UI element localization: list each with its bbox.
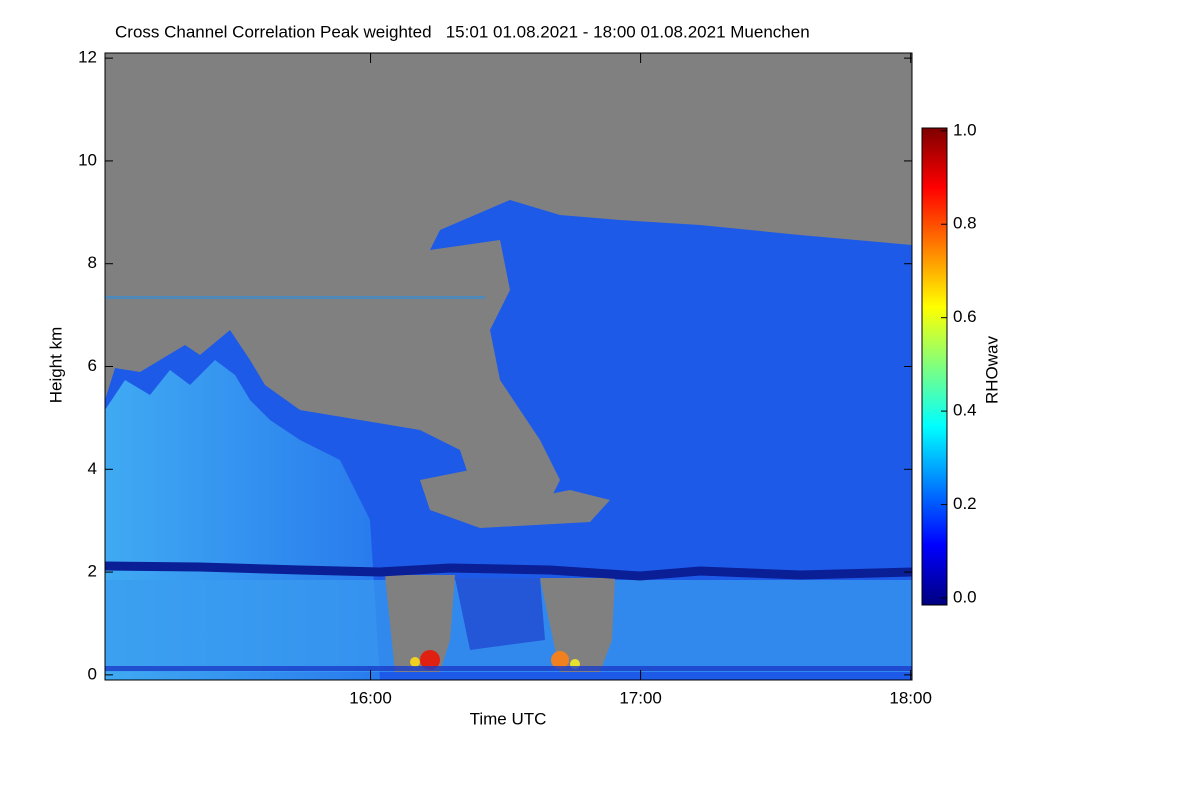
x-tick-label: 17:00 [619, 688, 662, 707]
y-tick-label: 12 [78, 48, 97, 67]
x-tick-label: 16:00 [349, 688, 392, 707]
dark-layer [105, 561, 912, 581]
hot-spot [410, 657, 420, 667]
chart-title: Cross Channel Correlation Peak weighted … [115, 22, 810, 41]
y-tick-label: 10 [78, 150, 97, 169]
colorbar-tick-label: 1.0 [953, 120, 977, 139]
no-signal-gap [540, 578, 615, 672]
hot-spot [420, 650, 440, 670]
x-tick-label: 18:00 [889, 688, 932, 707]
y-tick-label: 0 [88, 664, 97, 683]
colorbar-tick-label: 0.4 [953, 401, 977, 420]
colorbar [921, 127, 948, 606]
y-tick-label: 4 [88, 459, 97, 478]
hot-spot [551, 651, 569, 669]
thin-layer [105, 296, 485, 299]
heatmap-image [105, 200, 912, 680]
x-axis-label: Time UTC [470, 709, 547, 728]
signal-region [455, 578, 545, 650]
ground-layer [105, 666, 912, 671]
colorbar-tick-label: 0.8 [953, 214, 977, 233]
colorbar-tick-label: 0.2 [953, 494, 977, 513]
colorbar-label: RHOwav [982, 335, 1001, 404]
colorbar-tick-label: 0.6 [953, 307, 977, 326]
no-signal-gap [420, 470, 610, 528]
y-axis-label: Height km [46, 327, 65, 404]
y-tick-label: 2 [88, 562, 97, 581]
no-signal-gap [385, 575, 455, 672]
colorbar-tick-label: 0.0 [953, 587, 977, 606]
y-tick-label: 6 [88, 356, 97, 375]
y-tick-label: 8 [88, 253, 97, 272]
